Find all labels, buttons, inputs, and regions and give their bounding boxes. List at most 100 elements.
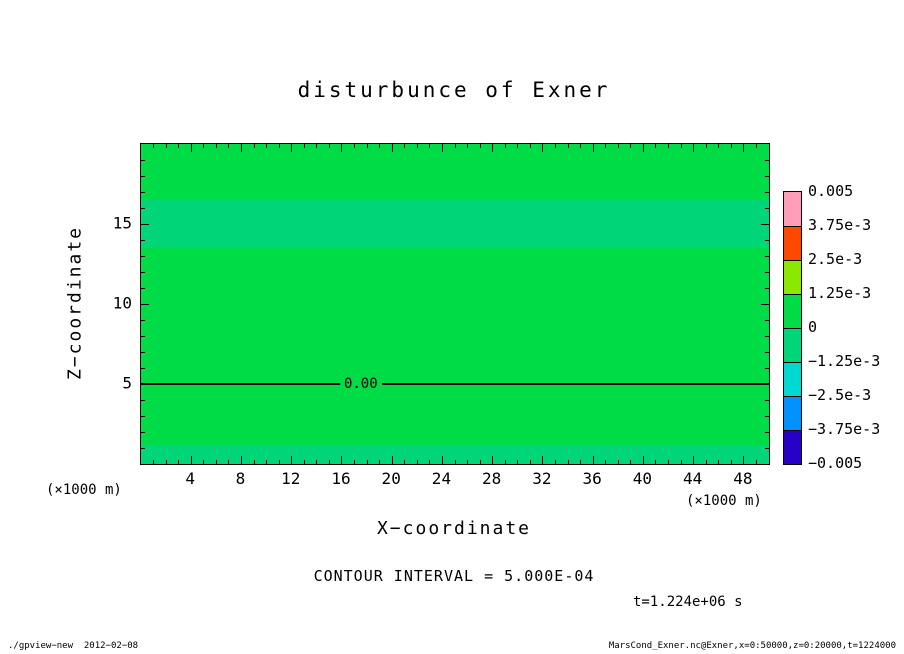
axis-tick (592, 456, 594, 464)
axis-tick (718, 460, 720, 464)
axis-tick (755, 144, 757, 148)
axis-tick (253, 460, 255, 464)
colorbar-labels: 0.005 3.75e-3 2.5e-3 1.25e-3 0 −1.25e-3 −2.5e-… (808, 182, 898, 472)
axis-tick (328, 144, 330, 148)
axis-tick (755, 460, 757, 464)
y-tick-label: 5 (122, 373, 132, 393)
axis-tick (316, 460, 318, 464)
axis-tick (693, 144, 695, 152)
x-tick-label: 24 (431, 469, 452, 488)
colorbar-level-label: −1.25e-3 (808, 352, 881, 370)
axis-tick (141, 175, 145, 177)
x-tick-label: 4 (185, 469, 196, 488)
axis-tick (730, 460, 732, 464)
axis-tick (379, 144, 381, 148)
axis-tick (743, 456, 745, 464)
axis-tick (492, 456, 494, 464)
axis-tick (765, 415, 769, 417)
axis-tick (190, 456, 192, 464)
axis-tick (605, 460, 607, 464)
shaded-band (141, 444, 769, 464)
axis-tick (705, 144, 707, 148)
axis-tick (228, 460, 230, 464)
axis-tick (680, 144, 682, 148)
axis-tick (266, 144, 268, 148)
axis-tick (303, 460, 305, 464)
axis-tick (730, 144, 732, 148)
axis-tick (680, 460, 682, 464)
y-tick-label: 15 (112, 213, 132, 233)
colorbar-cell (784, 294, 801, 328)
axis-tick (141, 431, 145, 433)
colorbar-level-label: 0.005 (808, 182, 854, 200)
x-tick-label: 28 (482, 469, 502, 488)
axis-tick (554, 144, 556, 148)
y-axis-unit: (×1000 m) (46, 482, 122, 498)
colorbar-level-label: 2.5e-3 (808, 250, 863, 268)
axis-tick (416, 144, 418, 148)
axis-tick (580, 144, 582, 148)
colorbar-cell (784, 396, 801, 430)
axis-tick (479, 460, 481, 464)
axis-tick (642, 456, 644, 464)
axis-tick (765, 239, 769, 241)
chart-title: disturbunce of Exner (297, 78, 611, 102)
axis-tick (141, 319, 145, 321)
axis-tick (630, 144, 632, 148)
axis-tick (291, 144, 293, 152)
axis-tick (668, 460, 670, 464)
x-tick-label: 32 (532, 469, 552, 488)
axis-tick (141, 287, 145, 289)
x-tick-label: 40 (632, 469, 653, 488)
axis-tick (215, 460, 217, 464)
shaded-band (141, 200, 769, 248)
axis-tick (141, 367, 145, 369)
colorbar-level-label: 1.25e-3 (808, 284, 872, 302)
axis-tick (341, 144, 343, 152)
axis-tick (153, 144, 155, 148)
axis-tick (278, 460, 280, 464)
colorbar-cell (784, 328, 801, 362)
axis-tick (141, 191, 145, 193)
axis-tick (416, 460, 418, 464)
axis-tick (291, 456, 293, 464)
axis-tick (765, 447, 769, 449)
axis-tick (141, 303, 149, 305)
axis-tick (141, 415, 145, 417)
axis-tick (467, 460, 469, 464)
axis-tick (567, 460, 569, 464)
axis-tick (153, 460, 155, 464)
colorbar-cell (784, 226, 801, 260)
axis-tick (366, 460, 368, 464)
axis-tick (454, 460, 456, 464)
axis-tick (165, 460, 167, 464)
colorbar-level-label: −3.75e-3 (808, 420, 881, 438)
plot-area: 0.00 (140, 143, 770, 465)
axis-tick (765, 255, 769, 257)
axis-tick (141, 207, 145, 209)
axis-tick (529, 460, 531, 464)
axis-tick (592, 144, 594, 152)
colorbar-level-label: 0 (808, 318, 818, 336)
x-tick-label: 16 (331, 469, 351, 488)
axis-tick (141, 271, 145, 273)
axis-tick (328, 460, 330, 464)
colorbar-cell (784, 192, 801, 226)
axis-tick (141, 351, 145, 353)
axis-tick (404, 144, 406, 148)
axis-tick (366, 144, 368, 148)
axis-tick (441, 456, 443, 464)
axis-tick (761, 383, 769, 385)
axis-tick (765, 335, 769, 337)
axis-tick (529, 144, 531, 148)
axis-tick (178, 144, 180, 148)
x-tick-label: 36 (582, 469, 602, 488)
axis-tick (178, 460, 180, 464)
axis-tick (705, 460, 707, 464)
axis-tick (429, 460, 431, 464)
axis-tick (765, 287, 769, 289)
axis-tick (203, 144, 205, 148)
zero-contour-line (141, 383, 769, 385)
axis-tick (605, 144, 607, 148)
time-annotation: t=1.224e+06 s (633, 594, 743, 610)
